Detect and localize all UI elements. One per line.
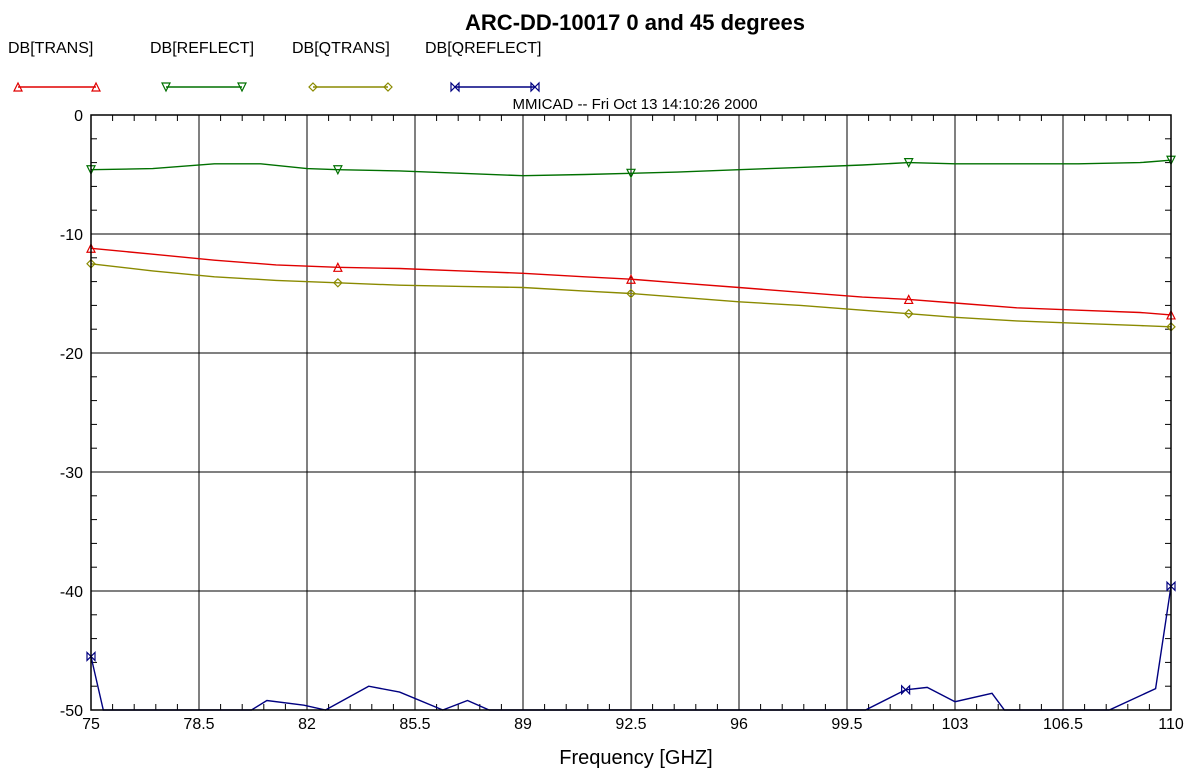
plot-frame <box>90 114 1172 711</box>
x-tick-label: 75 <box>82 716 100 733</box>
data-marker <box>626 168 636 179</box>
x-tick-label: 89 <box>514 716 532 733</box>
x-tick-label: 99.5 <box>831 716 862 733</box>
legend-marker <box>383 82 393 92</box>
y-tick-label: -20 <box>60 346 83 363</box>
x-tick-label: 82 <box>298 716 316 733</box>
data-marker <box>1166 580 1176 592</box>
data-marker <box>333 277 343 288</box>
x-tick-label: 78.5 <box>183 716 214 733</box>
y-tick-label: 0 <box>74 108 83 125</box>
legend-marker <box>530 81 540 93</box>
series-line <box>90 586 1172 711</box>
y-tick-label: -50 <box>60 703 83 720</box>
legend-marker <box>237 82 247 93</box>
legend-marker <box>308 82 318 92</box>
legend-item: DB[QTRANS] <box>292 40 393 92</box>
x-tick-label: 103 <box>942 716 969 733</box>
x-axis-label: Frequency [GHZ] <box>559 747 712 769</box>
series-line <box>90 159 1172 177</box>
legend-marker <box>91 81 101 92</box>
data-marker <box>903 308 914 319</box>
data-marker <box>626 288 636 299</box>
legend-item: DB[TRANS] <box>8 40 101 92</box>
legend-label: DB[REFLECT] <box>150 40 254 57</box>
tick-layer: 75 78.5 82 85.5 89 92.5 96 99.5 103 106.5 110 0 -10 -… <box>60 108 1184 733</box>
legend-label: DB[QREFLECT] <box>425 40 541 57</box>
series-line <box>90 247 1172 316</box>
chart-title: ARC-DD-10017 0 and 45 degrees <box>465 10 805 35</box>
x-tick-label: 96 <box>730 716 748 733</box>
data-marker <box>86 651 96 662</box>
legend-label: DB[TRANS] <box>8 40 93 57</box>
x-tick-label: 106.5 <box>1043 716 1083 733</box>
legend-marker <box>450 81 460 93</box>
chart-subtitle: MMICAD -- Fri Oct 13 14:10:26 2000 <box>512 96 757 113</box>
data-marker <box>626 273 636 284</box>
legend: DB[TRANS] DB[REFLECT] DB[QTRANS] DB[QREFLEC… <box>8 40 541 93</box>
legend-label: DB[QTRANS] <box>292 40 390 57</box>
data-marker <box>332 165 343 176</box>
data-marker <box>901 684 911 696</box>
legend-item: DB[REFLECT] <box>150 40 254 93</box>
x-tick-label: 110 <box>1158 716 1184 733</box>
series-layer <box>86 155 1176 711</box>
legend-marker <box>13 81 23 92</box>
data-marker <box>903 158 914 168</box>
y-tick-label: -30 <box>60 465 83 482</box>
x-tick-label: 92.5 <box>615 716 646 733</box>
data-marker <box>332 261 343 272</box>
y-tick-label: -10 <box>60 227 83 244</box>
series-db-qreflect <box>86 580 1176 711</box>
data-marker <box>903 294 914 305</box>
legend-item: DB[QREFLECT] <box>425 40 541 93</box>
y-tick-label: -40 <box>60 584 83 601</box>
x-tick-label: 85.5 <box>399 716 430 733</box>
series-line <box>90 263 1172 328</box>
legend-marker <box>161 82 171 93</box>
grid-layer <box>91 115 1171 710</box>
